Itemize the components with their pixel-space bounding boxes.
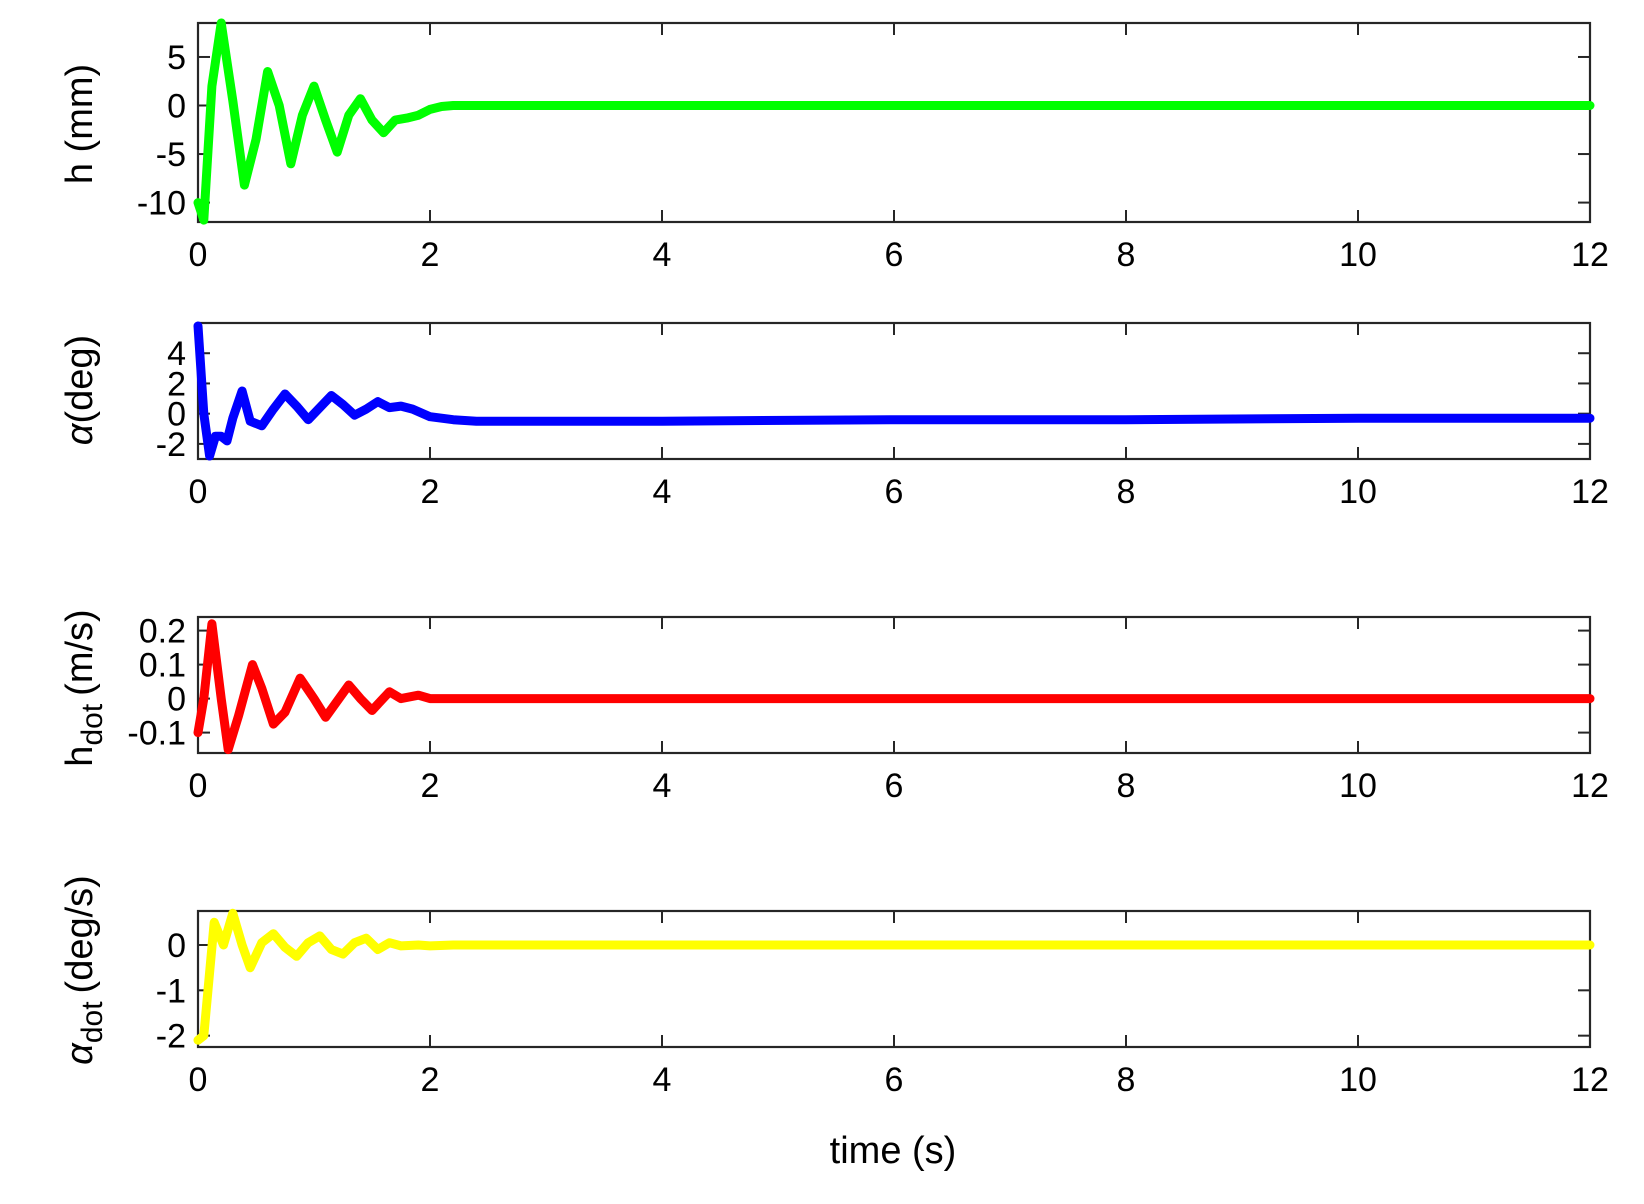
- y-axis-label-alpha: α(deg): [59, 335, 101, 445]
- x-tick-label-h-dot: 6: [885, 767, 904, 805]
- y-tick-label-alpha-dot: -1: [156, 972, 186, 1010]
- y-tick-label-h: 5: [167, 39, 186, 77]
- y-tick-label-alpha: 2: [167, 365, 186, 403]
- x-tick-label-alpha-dot: 10: [1339, 1061, 1377, 1099]
- x-tick-label-alpha: 2: [421, 473, 440, 511]
- plot-h-displacement: 0 2 4 6 8 10 12 -10 -5 0 5: [137, 18, 1609, 274]
- series-line-h-dot: [193, 619, 1595, 755]
- series-line-h: [193, 18, 1595, 225]
- series-line-alpha-dot: [193, 908, 1595, 1045]
- x-tick-label-h-dot: 0: [189, 767, 208, 805]
- x-tick-label-alpha-dot: 4: [653, 1061, 672, 1099]
- x-tick-label-alpha: 6: [885, 473, 904, 511]
- plot-alpha-dot: 0 2 4 6 8 10 12 -2 -1 0: [156, 908, 1609, 1099]
- y-tick-label-h: -5: [156, 136, 186, 174]
- x-tick-label-alpha-dot: 0: [189, 1061, 208, 1099]
- x-tick-label-h-dot: 2: [421, 767, 440, 805]
- y-axis-label-h: h (mm): [59, 64, 101, 184]
- x-tick-label-h: 0: [189, 236, 208, 274]
- x-tick-label-alpha-dot: 6: [885, 1061, 904, 1099]
- y-tick-label-h-dot: 0.2: [139, 613, 186, 651]
- x-tick-label-h: 12: [1571, 236, 1609, 274]
- y-tick-label-h-dot: 0: [167, 681, 186, 719]
- x-tick-label-alpha: 10: [1339, 473, 1377, 511]
- x-tick-label-h: 2: [421, 236, 440, 274]
- y-tick-label-h: -10: [137, 185, 186, 223]
- x-tick-label-h-dot: 8: [1117, 767, 1136, 805]
- series-line-alpha: [193, 321, 1595, 461]
- x-tick-label-h: 6: [885, 236, 904, 274]
- x-tick-label-alpha-dot: 12: [1571, 1061, 1609, 1099]
- y-tick-label-h: 0: [167, 88, 186, 126]
- y-axis-label-h-dot: hdot(m/s): [59, 609, 109, 766]
- x-tick-label-h-dot: 12: [1571, 767, 1609, 805]
- x-tick-label-alpha: 4: [653, 473, 672, 511]
- x-tick-label-h: 10: [1339, 236, 1377, 274]
- y-axis-label-alpha-dot: αdot(deg/s): [59, 875, 109, 1065]
- x-tick-label-h: 8: [1117, 236, 1136, 274]
- x-tick-label-alpha: 0: [189, 473, 208, 511]
- x-tick-label-h: 4: [653, 236, 672, 274]
- x-tick-label-h-dot: 4: [653, 767, 672, 805]
- x-tick-label-alpha-dot: 2: [421, 1061, 440, 1099]
- x-tick-label-alpha-dot: 8: [1117, 1061, 1136, 1099]
- y-tick-label-alpha: 4: [167, 335, 186, 373]
- x-tick-label-alpha: 12: [1571, 473, 1609, 511]
- y-tick-label-alpha: 0: [167, 396, 186, 434]
- x-tick-label-alpha: 8: [1117, 473, 1136, 511]
- y-tick-label-alpha-dot: -2: [156, 1018, 186, 1056]
- y-tick-label-h-dot: -0.1: [127, 715, 186, 753]
- plot-h-dot: 0 2 4 6 8 10 12-0.100.10.2: [127, 613, 1609, 805]
- y-tick-label-alpha-dot: 0: [167, 927, 186, 965]
- y-tick-label-alpha: -2: [156, 426, 186, 464]
- x-tick-label-h-dot: 10: [1339, 767, 1377, 805]
- x-axis-label-time: time (s): [830, 1130, 957, 1172]
- y-tick-label-h-dot: 0.1: [139, 647, 186, 685]
